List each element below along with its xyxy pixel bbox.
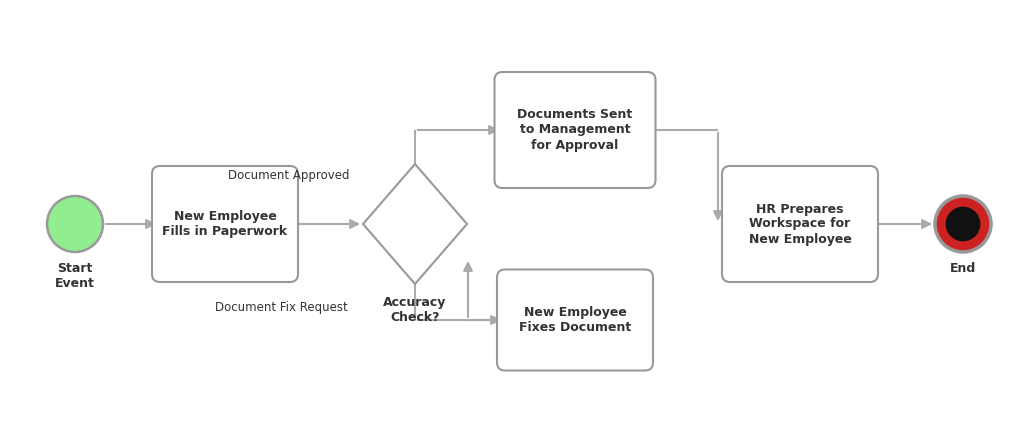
Text: End: End xyxy=(950,262,976,275)
Text: HR Prepares
Workspace for
New Employee: HR Prepares Workspace for New Employee xyxy=(749,202,851,245)
Text: New Employee
Fills in Paperwork: New Employee Fills in Paperwork xyxy=(163,210,288,238)
Circle shape xyxy=(945,207,980,241)
Text: Document Fix Request: Document Fix Request xyxy=(215,301,348,315)
Text: Document Approved: Document Approved xyxy=(228,169,350,181)
Polygon shape xyxy=(362,164,467,284)
Text: Documents Sent
to Management
for Approval: Documents Sent to Management for Approva… xyxy=(517,109,633,152)
Circle shape xyxy=(935,196,991,252)
FancyBboxPatch shape xyxy=(495,72,655,188)
FancyBboxPatch shape xyxy=(722,166,878,282)
Text: New Employee
Fixes Document: New Employee Fixes Document xyxy=(519,306,631,334)
FancyBboxPatch shape xyxy=(497,270,653,371)
Circle shape xyxy=(47,196,103,252)
FancyBboxPatch shape xyxy=(152,166,298,282)
Text: Accuracy
Check?: Accuracy Check? xyxy=(383,296,446,324)
Text: Start
Event: Start Event xyxy=(55,262,95,290)
